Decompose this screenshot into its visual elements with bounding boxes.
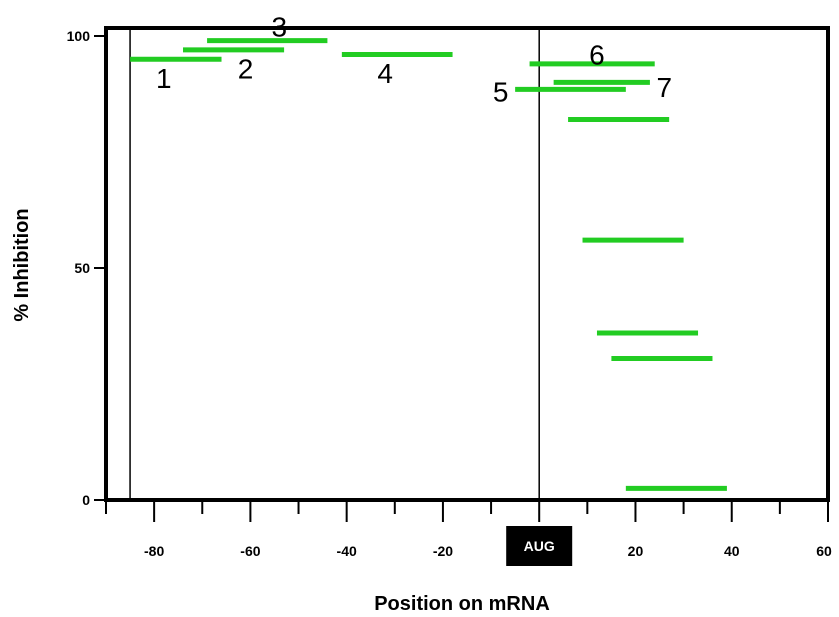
x-tick-label: -60	[240, 543, 260, 559]
y-axis-title: % Inhibition	[11, 208, 33, 321]
segment-number-label: 1	[156, 63, 172, 94]
plot-frame	[104, 26, 830, 502]
x-tick-label: -20	[433, 543, 453, 559]
y-tick-label: 0	[82, 492, 90, 508]
y-axis-ticks: 0 50 100	[67, 28, 106, 508]
x-axis-title: Position on mRNA	[374, 593, 550, 615]
segment-number-label: 2	[238, 53, 254, 84]
x-tick-label: 40	[724, 543, 740, 559]
segment-number-label: 5	[493, 77, 509, 108]
x-tick-label: -40	[337, 543, 357, 559]
segment-number-label: 3	[271, 12, 287, 43]
segment-number-label: 4	[377, 58, 393, 89]
segment-number-label: 7	[657, 72, 673, 103]
aug-label-box	[506, 526, 573, 566]
y-tick-label: 100	[67, 28, 91, 44]
reference-lines	[129, 30, 540, 498]
x-tick-label: AUG	[524, 538, 555, 554]
y-tick-label: 50	[74, 260, 90, 276]
inhibition-segments	[130, 38, 727, 491]
segment-number-label: 6	[589, 40, 605, 71]
x-axis-ticks: -80 -60 -40 -20 AUG 20 40 60	[105, 500, 832, 566]
x-tick-label: 60	[816, 543, 832, 559]
x-tick-label: 20	[628, 543, 644, 559]
x-tick-label: -80	[144, 543, 164, 559]
